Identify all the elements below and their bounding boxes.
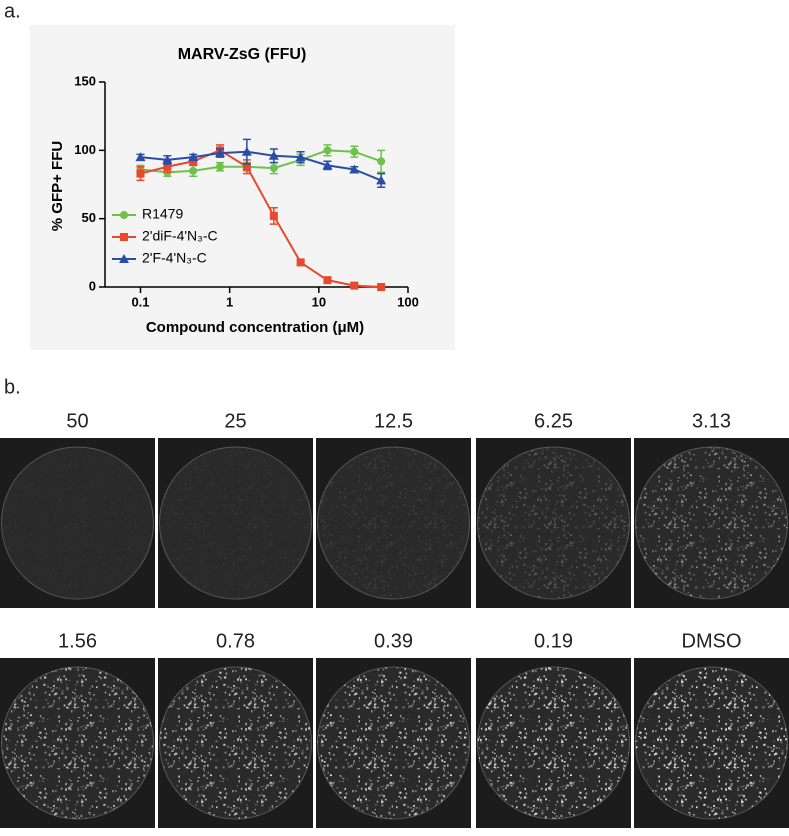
well-signal	[159, 667, 312, 819]
point	[215, 148, 226, 158]
point	[135, 152, 146, 162]
point	[295, 152, 306, 162]
legend-marker	[120, 233, 128, 241]
point	[269, 164, 278, 173]
well-signal	[2, 447, 154, 599]
image-label: 0.39	[374, 630, 413, 652]
point	[269, 211, 278, 220]
well-signal	[635, 447, 788, 599]
image-label: 0.78	[216, 630, 255, 652]
series-line	[140, 149, 382, 174]
y-axis-label: % GFP+ FFU	[49, 141, 66, 231]
point	[189, 166, 198, 175]
well-signal	[159, 447, 312, 599]
legend-label: R1479	[142, 206, 183, 222]
point	[350, 147, 359, 156]
plot: 0 50 100 150 0.1 1 10 100 R1479 2'diF-4'N₃-C 2'F-4…	[74, 73, 419, 309]
well-signal	[477, 667, 630, 819]
point	[350, 281, 359, 290]
point	[241, 146, 252, 156]
x-tick-label: 100	[397, 294, 419, 309]
point	[216, 162, 225, 171]
point	[188, 152, 199, 162]
image-label: 1.56	[58, 630, 97, 652]
point	[296, 258, 305, 267]
y-tick-label: 100	[74, 142, 96, 157]
x-tick-label: 0.1	[131, 294, 149, 309]
well-signal	[317, 447, 470, 599]
legend-marker	[119, 254, 129, 263]
y-tick-label: 150	[74, 73, 96, 88]
series-line	[140, 149, 382, 288]
point	[323, 146, 332, 155]
well-signal	[1, 667, 154, 819]
image-label: 0.19	[534, 630, 573, 652]
y-tick-label: 50	[82, 210, 96, 225]
x-axis-label: Compound concentration (μM)	[146, 319, 364, 336]
point	[162, 154, 173, 164]
image-label: 25	[224, 410, 246, 432]
point	[163, 162, 172, 171]
image-label: 6.25	[534, 410, 573, 432]
point	[323, 276, 332, 285]
chart-title: MARV-ZsG (FFU)	[178, 46, 307, 63]
image-grid: 50 25 12.5 6.25 3.13 1.56 0.78 0.39 0.19 DMSO	[0, 410, 789, 828]
well-signal	[635, 667, 788, 819]
y-tick-label: 0	[89, 278, 96, 293]
x-tick-label: 10	[312, 294, 326, 309]
point	[242, 162, 251, 171]
point	[376, 175, 387, 185]
x-tick-label: 1	[226, 294, 233, 309]
series-line	[140, 150, 382, 182]
image-label: DMSO	[682, 630, 742, 652]
image-label: 3.13	[692, 410, 731, 432]
image-label: 50	[66, 410, 88, 432]
panel-label: b.	[4, 376, 21, 398]
point	[189, 157, 198, 166]
legend-label: 2'diF-4'N₃-C	[142, 228, 218, 244]
point	[322, 160, 333, 170]
point	[377, 157, 386, 166]
point	[268, 150, 279, 160]
point	[136, 169, 145, 178]
well	[1, 446, 154, 600]
panel-label: a.	[4, 0, 21, 22]
legend-label: 2'F-4'N₃-C	[142, 250, 207, 266]
point	[377, 283, 386, 291]
well-signal	[477, 447, 630, 599]
legend-marker	[120, 211, 128, 219]
well-signal	[317, 667, 470, 819]
image-label: 12.5	[374, 410, 413, 432]
point	[349, 164, 360, 174]
